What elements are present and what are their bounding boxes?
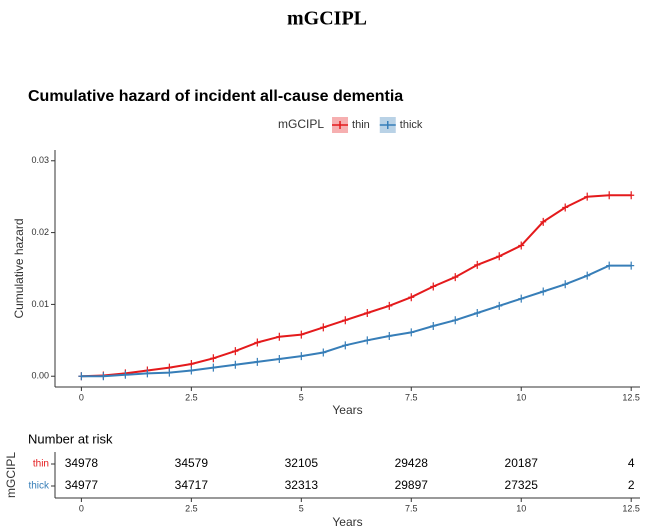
- censor-mark: [584, 271, 591, 280]
- censor-mark: [78, 372, 85, 381]
- censor-mark: [254, 357, 261, 366]
- censor-mark: [298, 352, 305, 361]
- risk-count: 29897: [395, 478, 429, 492]
- censor-mark: [452, 273, 459, 282]
- x-tick-label: 10: [516, 503, 526, 513]
- censor-mark: [408, 293, 415, 302]
- censor-mark: [386, 301, 393, 310]
- risk-count: 34579: [175, 456, 209, 470]
- risk-count: 29428: [395, 456, 429, 470]
- table-title: Number at risk: [28, 431, 113, 446]
- y-tick-label: 0.03: [31, 155, 49, 165]
- x-tick-label: 0: [79, 503, 84, 513]
- risk-count: 34717: [175, 478, 209, 492]
- y-tick-label: 0.00: [31, 371, 49, 381]
- censor-mark: [562, 203, 569, 212]
- risk-count: 2: [628, 478, 635, 492]
- censor-mark: [496, 252, 503, 261]
- hazard-line: [81, 194, 632, 378]
- censor-mark: [232, 347, 239, 356]
- risk-count: 34977: [65, 478, 99, 492]
- censor-mark: [430, 321, 437, 330]
- censor-mark: [606, 261, 613, 270]
- y-tick-label: 0.02: [31, 227, 49, 237]
- censor-mark: [518, 241, 525, 250]
- censor-mark: [254, 338, 261, 347]
- risk-count: 32105: [285, 456, 319, 470]
- censor-mark: [408, 328, 415, 337]
- legend-label: thin: [352, 119, 370, 131]
- censor-mark: [386, 332, 393, 341]
- y-tick-label: 0.01: [31, 299, 49, 309]
- risk-count: 34978: [65, 456, 99, 470]
- x-tick-label: 0: [79, 392, 84, 402]
- censor-mark: [628, 261, 635, 270]
- censor-mark: [606, 191, 613, 200]
- legend-title: mGCIPL: [278, 117, 324, 131]
- censor-mark: [276, 332, 283, 341]
- censor-mark: [342, 316, 349, 325]
- x-tick-label: 12.5: [622, 392, 640, 402]
- censor-mark: [166, 368, 173, 377]
- legend-label: thick: [400, 119, 423, 131]
- censor-mark: [144, 369, 151, 378]
- censor-mark: [320, 323, 327, 332]
- x-tick-label: 7.5: [405, 503, 418, 513]
- hazard-line: [81, 264, 632, 378]
- censor-mark: [540, 287, 547, 296]
- censor-mark: [496, 301, 503, 310]
- x-tick-label: 2.5: [185, 503, 198, 513]
- risk-count: 32313: [285, 478, 319, 492]
- censor-mark: [320, 348, 327, 357]
- page-title: mGCIPL: [287, 8, 367, 30]
- y-axis-label: Cumulative hazard: [12, 218, 26, 318]
- row-label: thin: [33, 459, 49, 470]
- censor-mark: [452, 316, 459, 325]
- censor-mark: [364, 309, 371, 318]
- censor-mark: [364, 336, 371, 345]
- x-tick-label: 2.5: [185, 392, 198, 402]
- censor-mark: [474, 260, 481, 269]
- censor-mark: [276, 354, 283, 363]
- censor-mark: [342, 341, 349, 350]
- censor-mark: [430, 282, 437, 291]
- x-axis-label: Years: [332, 403, 362, 417]
- censor-mark: [518, 294, 525, 303]
- censor-mark: [540, 217, 547, 226]
- censor-mark: [210, 354, 217, 363]
- x-tick-label: 5: [299, 392, 304, 402]
- censor-mark: [188, 366, 195, 375]
- censor-mark: [122, 370, 129, 379]
- risk-count: 27325: [505, 478, 539, 492]
- censor-mark: [474, 309, 481, 318]
- x-tick-label: 7.5: [405, 392, 418, 402]
- censor-mark: [232, 360, 239, 369]
- censor-mark: [628, 191, 635, 200]
- censor-mark: [298, 330, 305, 339]
- x-tick-label: 5: [299, 503, 304, 513]
- censor-mark: [210, 363, 217, 372]
- censor-mark: [584, 192, 591, 201]
- y-axis-label: mGCIPL: [4, 452, 18, 498]
- x-tick-label: 10: [516, 392, 526, 402]
- censor-mark: [100, 372, 107, 381]
- risk-count: 20187: [505, 456, 539, 470]
- row-label: thick: [28, 481, 50, 492]
- x-axis-label: Years: [332, 515, 362, 529]
- censor-mark: [562, 280, 569, 289]
- x-tick-label: 12.5: [622, 503, 640, 513]
- risk-count: 4: [628, 456, 635, 470]
- chart-title: Cumulative hazard of incident all-cause …: [28, 88, 403, 105]
